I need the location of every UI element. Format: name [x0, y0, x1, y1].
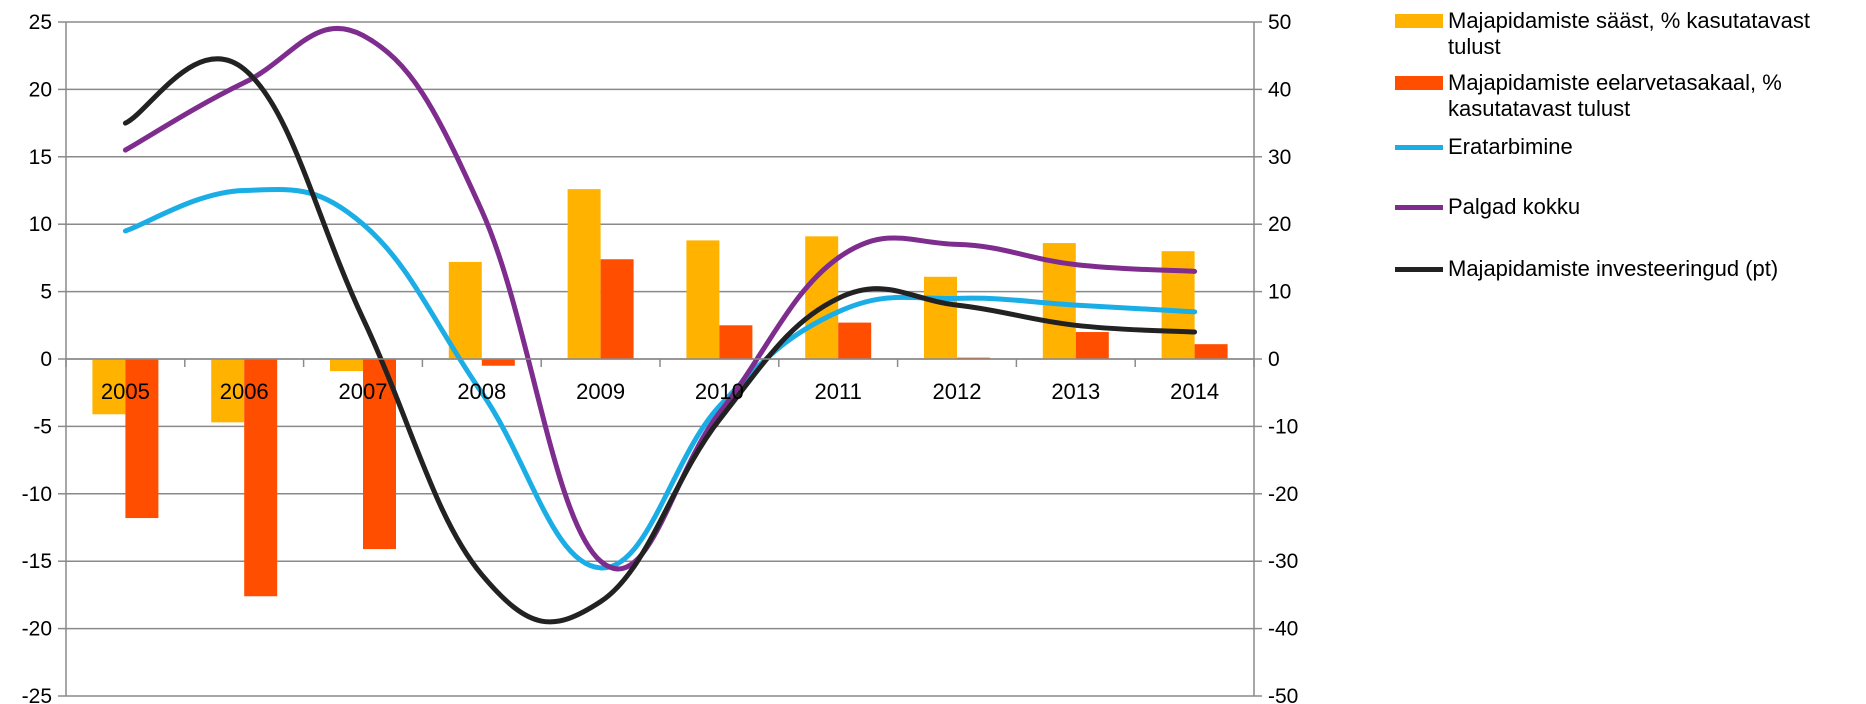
- legend-swatch: [1395, 14, 1443, 28]
- bar-eelarvetasakaal-2006: [244, 359, 278, 597]
- y-right-tick-label: 20: [1268, 213, 1291, 236]
- bar-saast-2011: [805, 236, 839, 359]
- bar-saast-2014: [1161, 251, 1195, 359]
- legend-label: Palgad kokku: [1448, 194, 1581, 219]
- legend-label: Majapidamiste eelarvetasakaal, % kasutat…: [1448, 70, 1782, 121]
- bar-saast-2005: [92, 359, 126, 415]
- x-tick-label-2005: 2005: [101, 379, 150, 404]
- bar-eelarvetasakaal-2011: [838, 322, 872, 359]
- y-left-tick-label: -25: [22, 685, 52, 704]
- y-left-tick-label: 25: [29, 11, 52, 34]
- legend-swatch: [1395, 145, 1443, 150]
- x-tick-label-2010: 2010: [695, 379, 744, 404]
- y-right-tick-label: -20: [1268, 483, 1298, 506]
- y-left-tick-label: -15: [22, 550, 52, 573]
- y-right-tick-label: 0: [1268, 348, 1280, 371]
- y-left-tick-label: 5: [40, 281, 52, 304]
- legend-item: Eratarbimine: [1395, 134, 1865, 194]
- bar-eelarvetasakaal-2013: [1075, 332, 1109, 359]
- y-axis-right-ticks: 50 40 30 20 10 0 -10 -20 -30 -40 -50: [1268, 11, 1298, 704]
- y-right-tick-label: 10: [1268, 281, 1291, 304]
- y-left-tick-label: -10: [22, 483, 52, 506]
- y-left-tick-label: 10: [29, 213, 52, 236]
- y-left-tick-label: 0: [40, 348, 52, 371]
- line-eratarbimine: [122, 187, 1198, 571]
- legend-item: Palgad kokku: [1395, 194, 1865, 254]
- x-tick-label-2014: 2014: [1170, 379, 1219, 404]
- bar-saast-2009: [567, 189, 601, 359]
- y-right-tick-label: 40: [1268, 78, 1291, 101]
- y-right-tick-label: -40: [1268, 618, 1298, 641]
- x-tick-label-2012: 2012: [933, 379, 982, 404]
- legend-swatch: [1395, 267, 1443, 272]
- bar-saast-2006: [211, 359, 245, 423]
- line-palgad-kokku: [122, 26, 1198, 572]
- legend-item: Majapidamiste sääst, % kasutatavast tulu…: [1395, 8, 1865, 68]
- legend-item: Majapidamiste eelarvetasakaal, % kasutat…: [1395, 70, 1865, 130]
- y-left-tick-label: 20: [29, 78, 52, 101]
- bars: [92, 189, 1228, 597]
- x-tick-label-2007: 2007: [339, 379, 388, 404]
- y-right-tick-label: 30: [1268, 146, 1291, 169]
- x-tick-label-2011: 2011: [815, 379, 862, 404]
- line-investeeringud: [122, 56, 1198, 625]
- y-right-tick-label: -10: [1268, 415, 1298, 438]
- bar-saast-2007: [330, 359, 363, 372]
- y-right-tick-label: -50: [1268, 685, 1298, 704]
- y-right-tick-label: -30: [1268, 550, 1298, 573]
- bar-eelarvetasakaal-2008: [481, 359, 515, 366]
- y-left-tick-label: -20: [22, 618, 52, 641]
- x-tick-label-2009: 2009: [576, 379, 625, 404]
- bar-eelarvetasakaal-2010: [719, 325, 753, 359]
- x-tick-label-2013: 2013: [1051, 379, 1100, 404]
- bar-saast-2008: [448, 261, 482, 359]
- bar-eelarvetasakaal-2007: [363, 359, 396, 550]
- y-axis-left-ticks: 25 20 15 10 5 0 -5 -10 -15 -20 -25: [22, 11, 52, 704]
- y-left-tick-label: -5: [33, 415, 52, 438]
- bar-saast-2010: [686, 240, 720, 359]
- legend-swatch: [1395, 205, 1443, 210]
- legend-swatch: [1395, 76, 1443, 90]
- bar-saast-2012: [924, 276, 957, 359]
- bar-eelarvetasakaal-2009: [600, 259, 634, 359]
- axes: [65, 22, 1255, 696]
- y-right-tick-label: 50: [1268, 11, 1291, 34]
- bar-eelarvetasakaal-2014: [1194, 344, 1228, 359]
- x-tick-label-2008: 2008: [457, 379, 506, 404]
- legend-label: Majapidamiste investeeringud (pt): [1448, 256, 1779, 281]
- x-axis-ticks: 2005 2006 2007 2008 2009 2010 2011 2012 2013 2014: [101, 379, 1219, 404]
- legend-label: Majapidamiste sääst, % kasutatavast tulu…: [1448, 8, 1810, 59]
- bar-eelarvetasakaal-2005: [125, 359, 159, 519]
- y-left-tick-label: 15: [29, 146, 52, 169]
- series-lines: [122, 26, 1198, 625]
- x-tick-label-2006: 2006: [220, 379, 269, 404]
- legend-label: Eratarbimine: [1448, 134, 1573, 159]
- legend-item: Majapidamiste investeeringud (pt): [1395, 256, 1865, 316]
